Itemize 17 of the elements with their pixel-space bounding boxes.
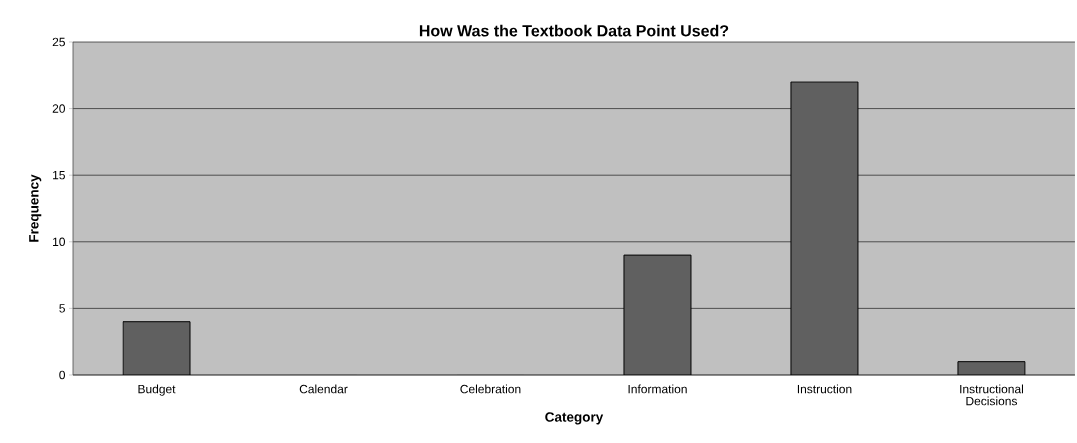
y-tick-label: 0 [59,370,66,380]
bar [957,361,1026,375]
chart-title: How Was the Textbook Data Point Used? [419,24,729,37]
y-tick-label: 20 [52,104,66,113]
x-axis-title: Category [545,412,604,425]
y-tick-label: 10 [53,237,66,247]
x-tick-label: Calendar [299,384,348,394]
x-tick-label: Instructional Decisions [960,384,1023,406]
x-tick-label: Budget [138,384,176,396]
y-tick-label: 15 [53,171,65,180]
x-tick-label: Information [628,384,687,394]
x-tick-label: Instruction [797,384,852,394]
x-tick-label: Celebration [460,384,521,394]
y-tick-label: 5 [59,304,65,313]
y-axis-title: Frequency [29,174,42,242]
bar [122,321,191,375]
y-tick-label: 25 [52,37,65,47]
